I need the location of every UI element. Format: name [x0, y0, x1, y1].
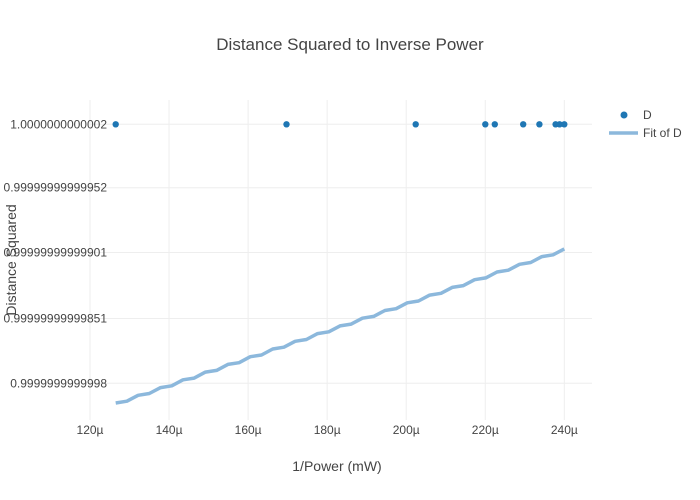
data-point [536, 121, 543, 128]
legend-item-d[interactable]: D [620, 108, 653, 122]
legend-item-fit[interactable]: Fit of D [609, 126, 682, 140]
x-tick-label: 200µ [393, 423, 420, 437]
y-tick-label: 0.99999999999952 [4, 181, 108, 195]
data-point [283, 121, 290, 128]
x-tick-label: 240µ [551, 423, 578, 437]
data-point [491, 121, 498, 128]
y-tick-label: 0.99999999999901 [4, 245, 108, 259]
fit-line [115, 247, 566, 405]
legend-label-d: D [643, 108, 652, 122]
legend-marker-d-icon [620, 111, 628, 119]
chart-title: Distance Squared to Inverse Power [216, 35, 484, 54]
data-point [556, 121, 563, 128]
y-tick-label: 0.9999999999998 [10, 376, 107, 390]
data-point [482, 121, 489, 128]
legend[interactable]: D Fit of D [609, 108, 682, 140]
data-point [561, 121, 568, 128]
y-tick-label: 1.0000000000002 [10, 117, 107, 131]
x-tick-label: 120µ [77, 423, 104, 437]
data-point [412, 121, 419, 128]
x-tick-label: 140µ [156, 423, 183, 437]
x-tick-label: 160µ [235, 423, 262, 437]
data-point [112, 121, 119, 128]
x-tick-label: 180µ [314, 423, 341, 437]
y-axis-title: Distance Squared [3, 204, 19, 315]
y-tick-label: 0.99999999999851 [4, 312, 108, 326]
x-axis-title: 1/Power (mW) [292, 458, 381, 474]
x-tick-label: 220µ [472, 423, 499, 437]
legend-label-fit: Fit of D [643, 126, 682, 140]
data-point [520, 121, 527, 128]
